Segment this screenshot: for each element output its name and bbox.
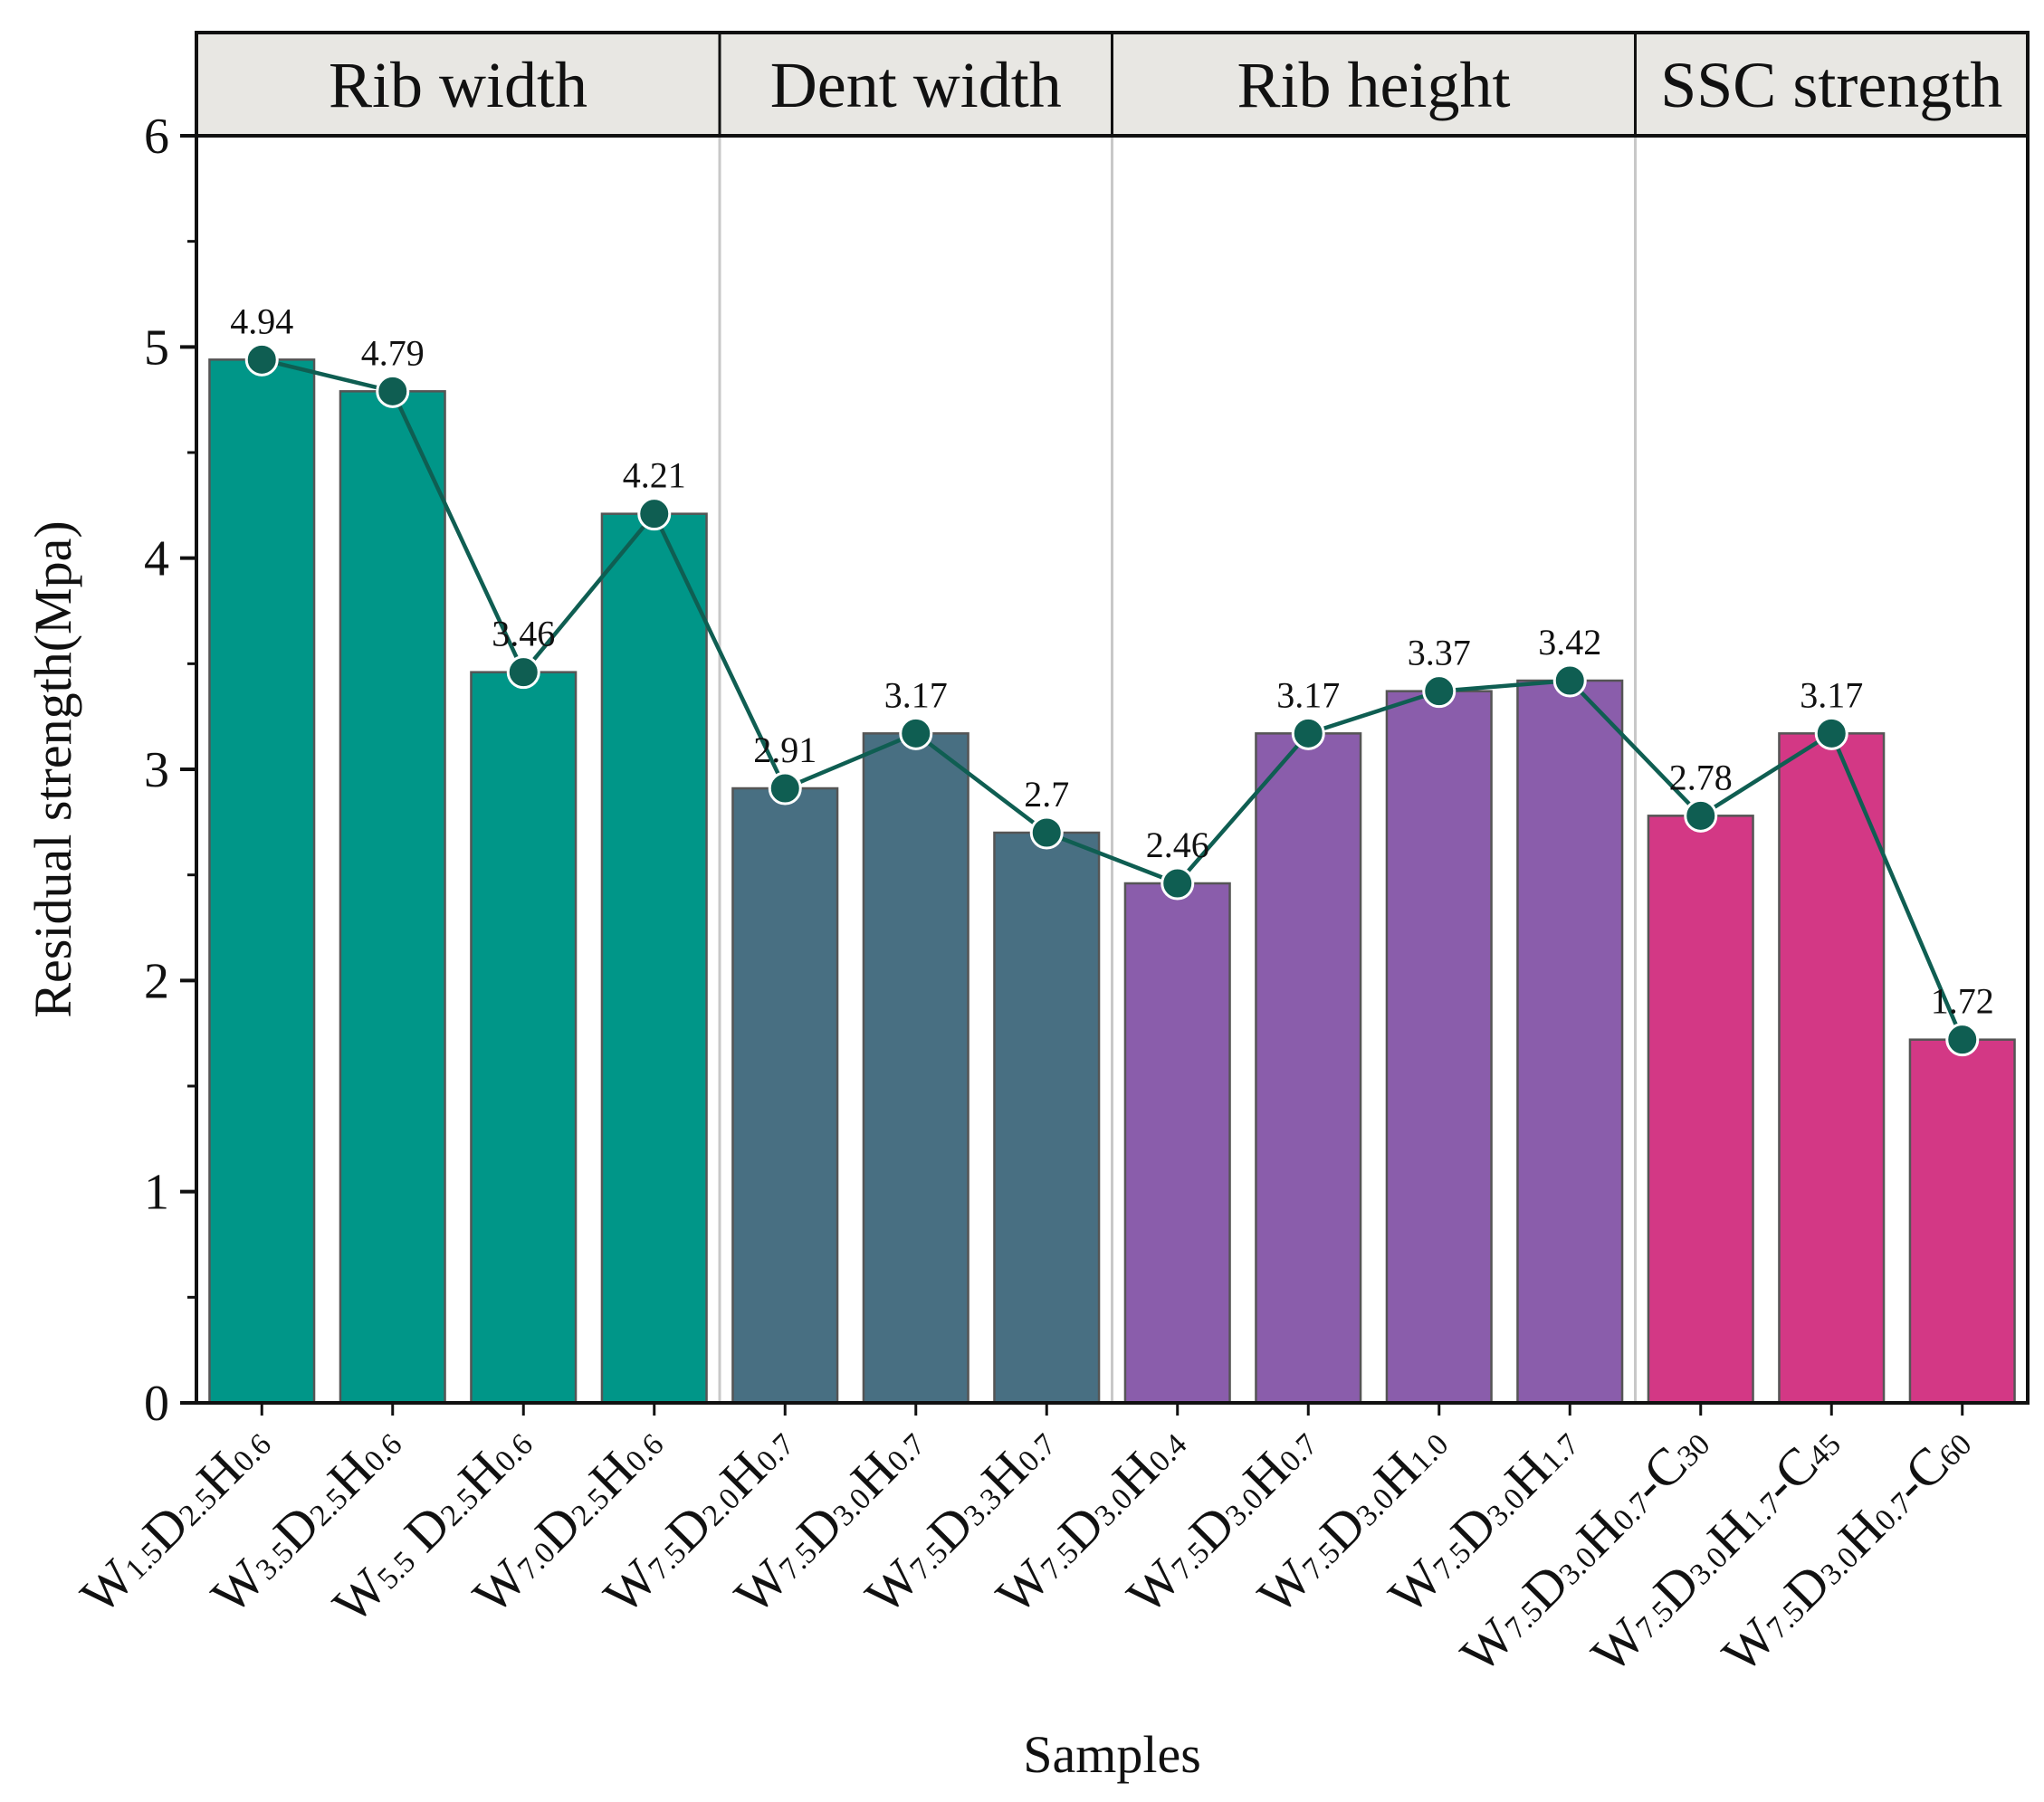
data-point (637, 497, 672, 531)
data-label: 4.21 (623, 455, 686, 496)
data-point (768, 771, 802, 806)
x-axis: W1.5D2.5H0.6W3.5D2.5H0.6W5.5 D2.5H0.6W7.… (69, 1403, 1978, 1683)
y-tick-label: 4 (144, 531, 169, 587)
group-label: Dent width (770, 49, 1062, 121)
data-point (1814, 716, 1848, 750)
connecting-line (261, 358, 1964, 1041)
data-point (244, 342, 279, 377)
bar (731, 787, 839, 1405)
group-separators (718, 136, 1637, 1403)
data-label: 1.72 (1931, 981, 1994, 1022)
y-tick-label: 5 (144, 319, 169, 376)
data-point (1684, 798, 1718, 833)
y-tick-label: 3 (144, 742, 169, 798)
data-label: 4.94 (230, 300, 293, 341)
data-label: 2.91 (753, 729, 817, 770)
bar (1778, 732, 1886, 1405)
bar (1123, 882, 1231, 1405)
data-points (244, 342, 1980, 1057)
bar (993, 831, 1101, 1405)
data-point (1291, 716, 1325, 750)
y-axis-title: Residual strength(Mpa) (24, 520, 82, 1017)
bar (339, 390, 446, 1405)
data-label: 3.17 (1276, 674, 1340, 715)
y-tick-label: 1 (144, 1165, 169, 1221)
bar (470, 671, 578, 1405)
x-tick-label: W7.5D3.0H1.7 (1377, 1413, 1589, 1625)
bar (1255, 732, 1362, 1405)
data-label: 3.17 (1800, 674, 1863, 715)
data-point (1029, 815, 1064, 850)
data-labels: 4.94 4.79 3.46 4.21 2.91 3.17 2.7 2.46 3.17 3.37 3… (230, 300, 1994, 1021)
data-point (1160, 866, 1195, 901)
group-header-row: Rib width Dent width Rib height SSC strengt… (195, 31, 2030, 138)
data-label: 3.37 (1408, 633, 1471, 673)
data-point (1945, 1023, 1980, 1057)
data-label: 3.42 (1538, 622, 1601, 663)
group-label: Rib width (329, 49, 587, 121)
y-tick-label: 2 (144, 953, 169, 1009)
x-axis-title: Samples (1023, 1725, 1201, 1784)
data-point (506, 655, 540, 690)
y-tick-label: 6 (144, 109, 169, 165)
bar (1647, 815, 1754, 1405)
bar (862, 732, 969, 1405)
bar (208, 358, 316, 1405)
data-label: 3.17 (884, 674, 948, 715)
bar (1908, 1038, 2016, 1405)
data-label: 4.79 (361, 332, 425, 373)
group-label: Rib height (1237, 49, 1511, 121)
bar (1385, 690, 1493, 1405)
data-point (376, 374, 410, 408)
bar (1516, 679, 1624, 1405)
bars (208, 358, 2016, 1405)
plot-frame (195, 134, 2030, 1405)
bar (600, 512, 708, 1405)
y-tick-label: 0 (144, 1376, 169, 1432)
data-point (1422, 674, 1457, 709)
y-axis: 0 1 2 3 4 5 6 (144, 109, 196, 1432)
data-label: 2.46 (1146, 825, 1209, 865)
group-label: SSC strength (1660, 49, 2002, 121)
data-point (1552, 663, 1587, 698)
data-point (899, 716, 933, 750)
trend-line (261, 358, 1964, 1041)
data-label: 3.46 (492, 614, 555, 654)
data-label: 2.7 (1024, 774, 1069, 815)
data-label: 2.78 (1669, 757, 1733, 797)
